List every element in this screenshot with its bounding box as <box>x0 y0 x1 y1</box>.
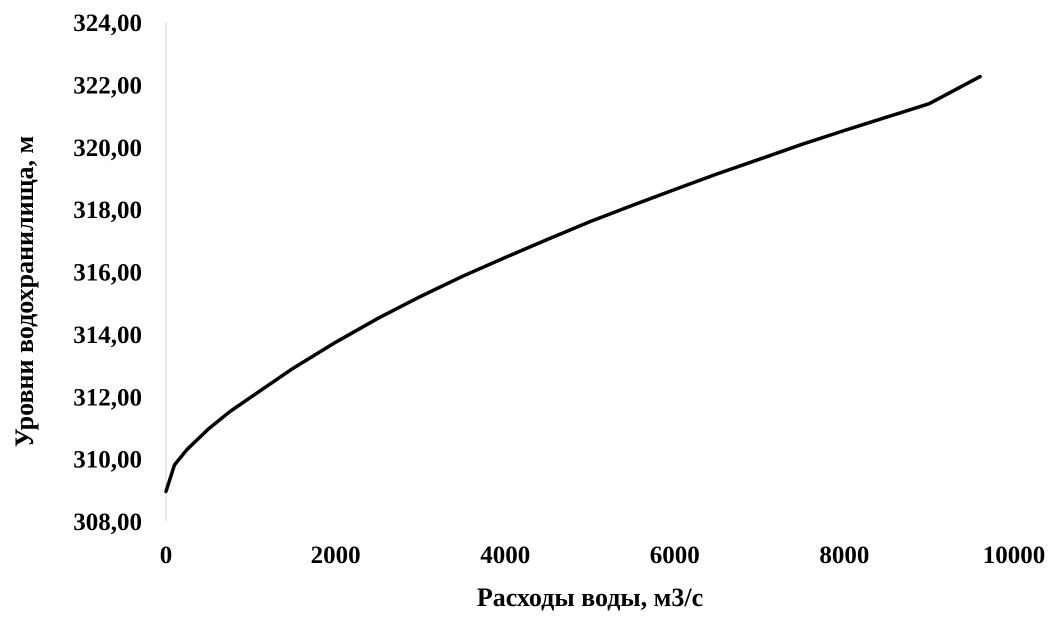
series-line <box>164 74 982 494</box>
x-tick-label: 4000 <box>480 542 530 569</box>
y-tick-label: 308,00 <box>73 509 142 536</box>
y-tick-label: 322,00 <box>73 72 142 99</box>
y-tick-label: 318,00 <box>73 197 142 224</box>
x-tick-labels: 0 2000 4000 6000 8000 10000 <box>160 542 1046 569</box>
x-tick-label: 8000 <box>819 542 869 569</box>
x-tick-label: 0 <box>160 542 173 569</box>
x-axis-label: Расходы воды, м3/с <box>477 583 703 612</box>
y-tick-label: 324,00 <box>73 10 142 37</box>
series-group <box>164 74 982 494</box>
y-tick-label: 320,00 <box>73 135 142 162</box>
y-tick-label: 312,00 <box>73 384 142 411</box>
x-tick-label: 10000 <box>983 542 1046 569</box>
y-axis-label: Уровни водохранилища, м <box>10 136 39 448</box>
y-tick-label: 316,00 <box>73 260 142 287</box>
y-tick-labels: 308,00 310,00 312,00 314,00 316,00 318,00 320,… <box>73 10 142 536</box>
y-tick-label: 310,00 <box>73 447 142 474</box>
y-tick-label: 314,00 <box>73 322 142 349</box>
x-tick-label: 6000 <box>650 542 700 569</box>
x-tick-label: 2000 <box>311 542 361 569</box>
